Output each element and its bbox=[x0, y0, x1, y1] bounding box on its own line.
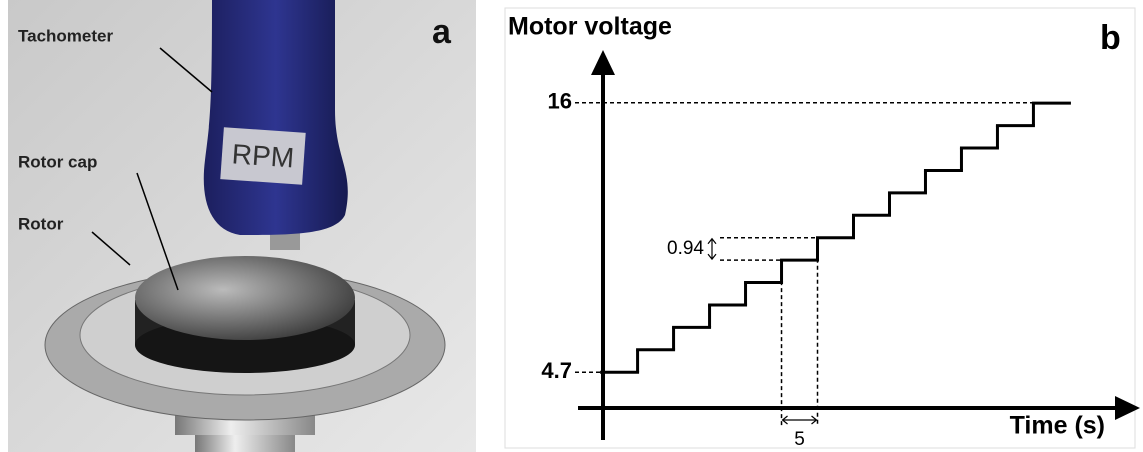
rpm-text: RPM bbox=[231, 138, 295, 173]
panel-b-frame bbox=[504, 7, 1136, 449]
arrow-heads bbox=[707, 237, 717, 261]
y-tick-label: 16 bbox=[548, 89, 572, 114]
rpm-plate bbox=[220, 127, 306, 185]
step-duration-label: 5 bbox=[794, 429, 805, 450]
panel-a: RPM Tachometer Rotor cap Rotor a bbox=[8, 0, 476, 452]
y-tick-label: 4.7 bbox=[541, 358, 572, 383]
pointer bbox=[136, 172, 179, 291]
x-axis-label: Time (s) bbox=[1010, 412, 1105, 440]
rotor-cap bbox=[135, 256, 355, 340]
pointer bbox=[159, 47, 213, 93]
y-axis-arrow bbox=[591, 50, 615, 75]
y-axis-label: Motor voltage bbox=[508, 13, 672, 41]
annotation: Rotor bbox=[18, 214, 64, 233]
axes bbox=[578, 70, 1120, 440]
step-height-label: 0.94 bbox=[667, 238, 704, 259]
arrow-heads bbox=[781, 415, 818, 425]
x-axis-arrow bbox=[1115, 396, 1140, 420]
tachometer bbox=[203, 0, 348, 235]
annotation: Rotor cap bbox=[18, 152, 97, 171]
panel-label: b bbox=[1100, 19, 1121, 57]
annotation: Tachometer bbox=[18, 26, 113, 45]
panel-label: a bbox=[432, 13, 452, 51]
pointer-lines bbox=[91, 47, 213, 291]
pointer bbox=[91, 231, 131, 266]
shaft bbox=[195, 432, 295, 452]
